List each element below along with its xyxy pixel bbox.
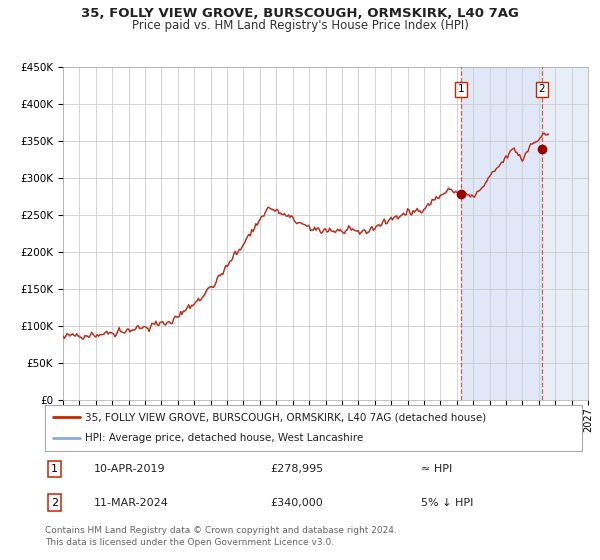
Text: 35, FOLLY VIEW GROVE, BURSCOUGH, ORMSKIRK, L40 7AG (detached house): 35, FOLLY VIEW GROVE, BURSCOUGH, ORMSKIR…: [85, 412, 487, 422]
Text: 5% ↓ HPI: 5% ↓ HPI: [421, 498, 473, 507]
Text: ≈ HPI: ≈ HPI: [421, 464, 452, 474]
Bar: [542, 67, 588, 400]
Text: 35, FOLLY VIEW GROVE, BURSCOUGH, ORMSKIRK, L40 7AG: 35, FOLLY VIEW GROVE, BURSCOUGH, ORMSKIR…: [81, 7, 519, 20]
Text: 1: 1: [458, 85, 464, 95]
Text: 2: 2: [539, 85, 545, 95]
Text: £278,995: £278,995: [271, 464, 324, 474]
Text: 1: 1: [51, 464, 58, 474]
Text: 10-APR-2019: 10-APR-2019: [94, 464, 165, 474]
Text: 11-MAR-2024: 11-MAR-2024: [94, 498, 168, 507]
Text: Contains HM Land Registry data © Crown copyright and database right 2024.
This d: Contains HM Land Registry data © Crown c…: [45, 526, 397, 547]
Bar: [461, 67, 542, 400]
Text: £340,000: £340,000: [271, 498, 323, 507]
Text: Price paid vs. HM Land Registry's House Price Index (HPI): Price paid vs. HM Land Registry's House …: [131, 19, 469, 32]
Text: HPI: Average price, detached house, West Lancashire: HPI: Average price, detached house, West…: [85, 433, 364, 444]
Text: 2: 2: [51, 498, 58, 507]
